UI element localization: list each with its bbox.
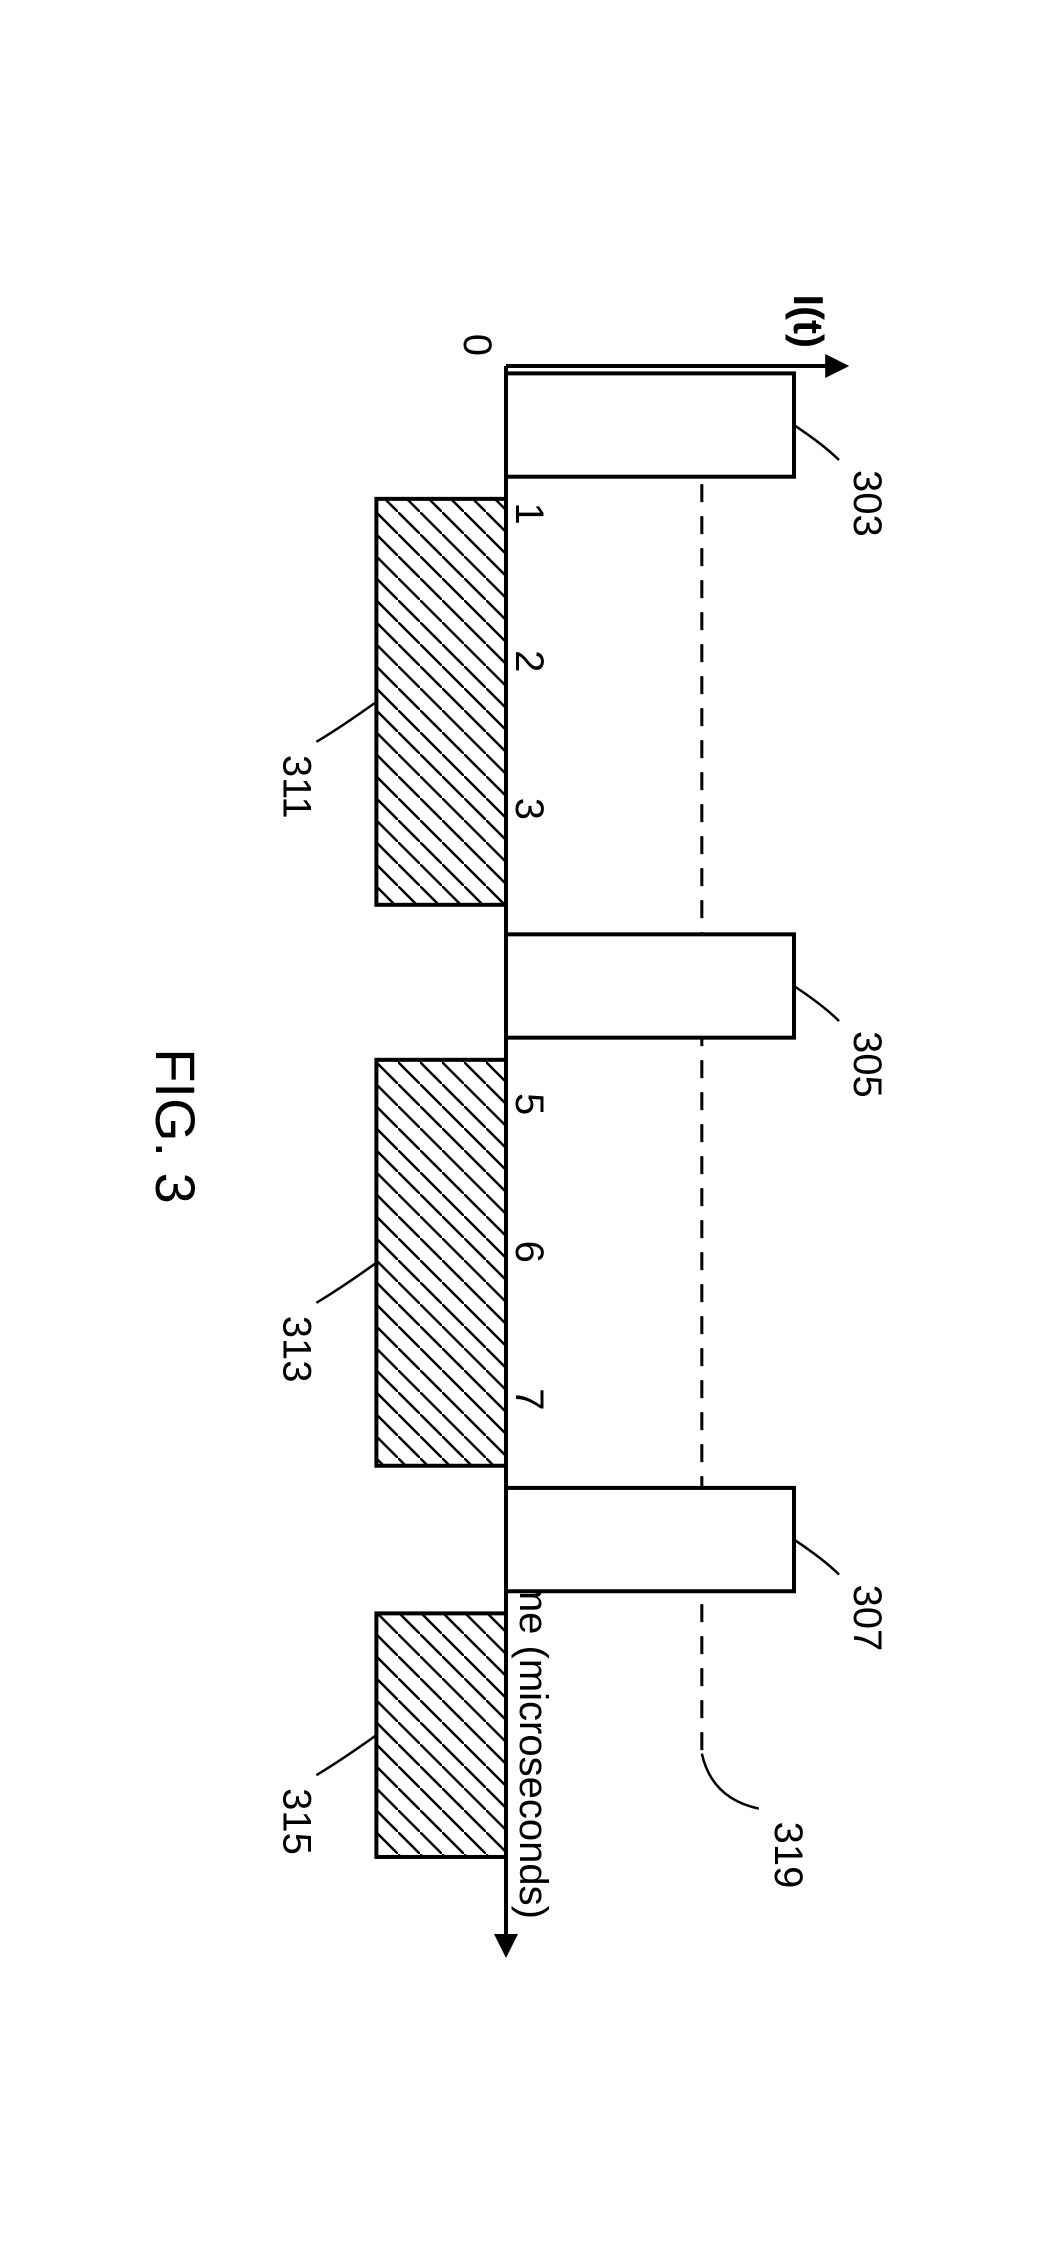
x-tick: 1: [507, 502, 551, 524]
callout-leader-319: [702, 1754, 759, 1809]
x-tick-0: 0: [455, 334, 499, 356]
callout-leader: [794, 1540, 839, 1575]
timing-diagram: I(t)01234567time (microseconds)319303305…: [126, 226, 926, 2026]
callout-label: 305: [845, 1031, 889, 1098]
callout-leader: [316, 702, 376, 742]
callout-leader: [794, 986, 839, 1021]
chart-svg: I(t)01234567time (microseconds)319303305…: [126, 226, 926, 2026]
negative-pulse: [376, 499, 506, 905]
positive-pulse: [506, 934, 794, 1037]
y-axis-label: I(t): [785, 294, 832, 348]
positive-pulse: [506, 373, 794, 476]
callout-319: 319: [766, 1822, 810, 1889]
callout-leader: [316, 1735, 376, 1775]
figure-caption: FIG. 3: [144, 1048, 207, 1204]
x-tick: 7: [507, 1388, 551, 1410]
callout-label: 313: [274, 1316, 318, 1383]
x-tick: 6: [507, 1241, 551, 1263]
negative-pulse: [376, 1613, 506, 1857]
positive-pulse: [506, 1488, 794, 1591]
figure-container: I(t)01234567time (microseconds)319303305…: [40, 40, 1012, 2211]
callout-label: 307: [845, 1585, 889, 1652]
x-axis-label: time (microseconds): [511, 1559, 555, 1919]
x-tick: 5: [507, 1093, 551, 1115]
callout-label: 315: [274, 1788, 318, 1855]
negative-pulse: [376, 1060, 506, 1466]
callout-leader: [794, 425, 839, 460]
callout-label: 311: [274, 755, 318, 819]
callout-label: 303: [845, 470, 889, 537]
x-tick: 3: [507, 798, 551, 820]
callout-leader: [316, 1263, 376, 1303]
x-tick: 2: [507, 650, 551, 672]
